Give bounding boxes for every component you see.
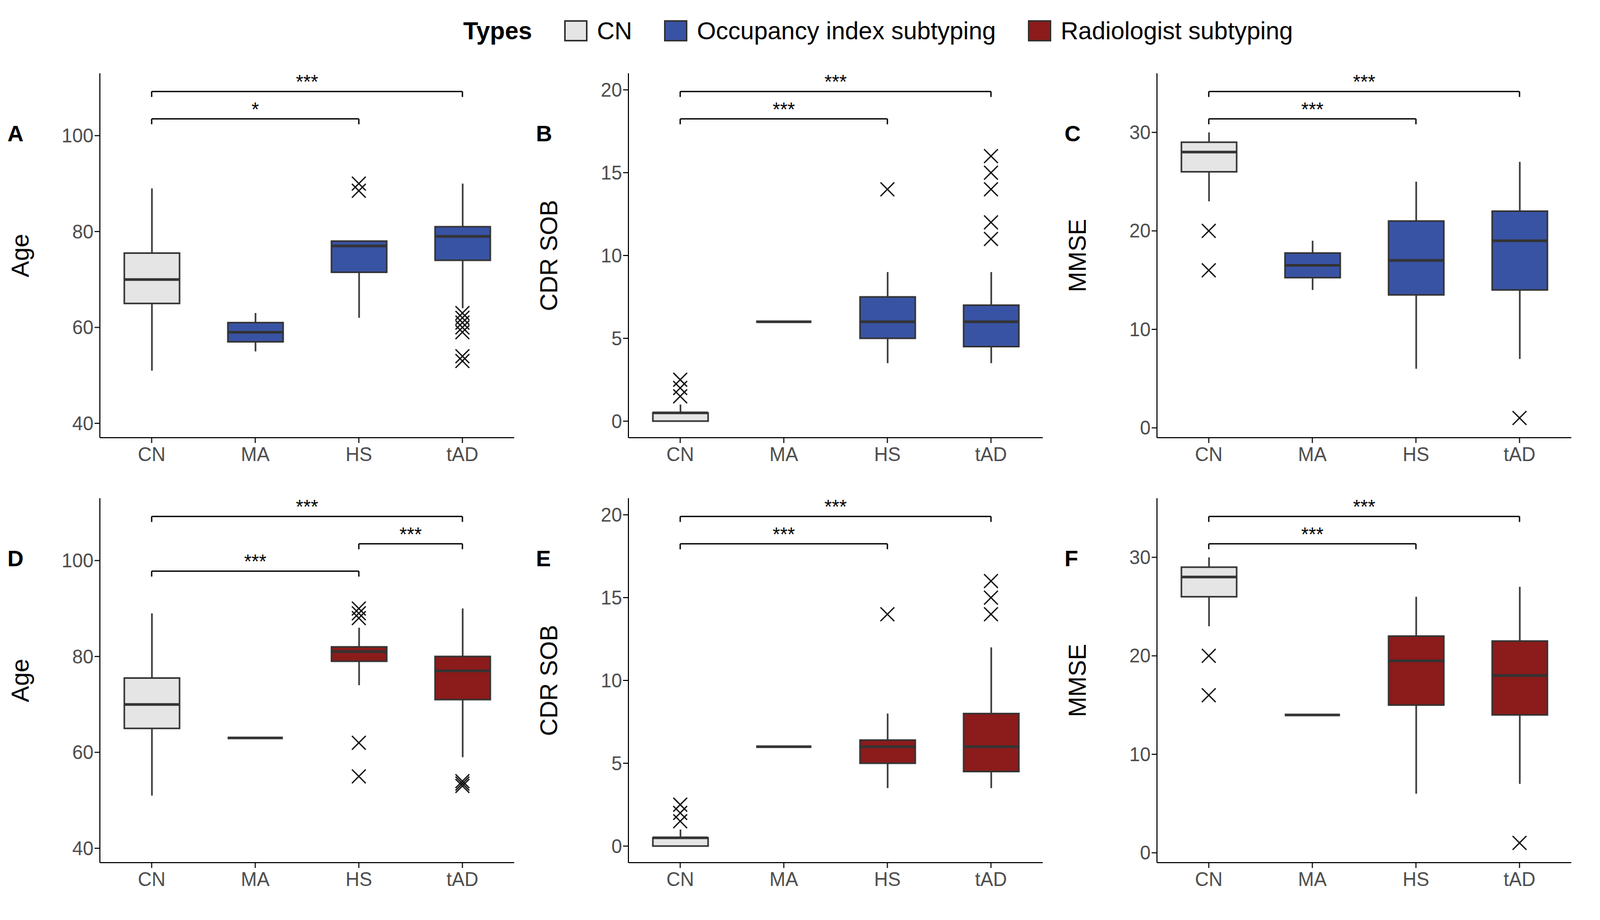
html-text:Occupancy index subtyping: Occupancy index subtyping	[696, 16, 996, 45]
svg-text:CN: CN	[1195, 443, 1223, 466]
svg-text:HS: HS	[1402, 443, 1429, 466]
svg-text:MA: MA	[241, 443, 270, 466]
svg-text:60: 60	[72, 316, 94, 339]
html-text:Radiologist subtyping: Radiologist subtyping	[1060, 16, 1293, 45]
svg-text:HS: HS	[345, 443, 372, 466]
svg-text:80: 80	[72, 220, 94, 243]
svg-text:30: 30	[1129, 121, 1151, 144]
svg-text:CN: CN	[1195, 868, 1223, 891]
html-text:D: D	[7, 546, 24, 572]
svg-text:CN: CN	[666, 868, 695, 891]
svg-text:*: *	[251, 98, 259, 121]
svg-text:***: ***	[772, 98, 795, 121]
svg-text:HS: HS	[345, 868, 372, 891]
svg-text:tAD: tAD	[446, 868, 479, 891]
svg-text:***: ***	[243, 550, 267, 573]
html-text:F: F	[1064, 546, 1079, 572]
svg-text:15: 15	[600, 162, 623, 184]
svg-text:10: 10	[1129, 743, 1151, 766]
svg-text:20: 20	[1129, 644, 1151, 667]
svg-text:MMSE: MMSE	[1063, 218, 1092, 293]
svg-text:5: 5	[611, 327, 623, 350]
svg-text:60: 60	[72, 741, 94, 764]
svg-text:20: 20	[600, 504, 623, 526]
svg-text:5: 5	[611, 752, 623, 775]
svg-text:Age: Age	[6, 658, 34, 703]
svg-text:***: ***	[1300, 98, 1324, 121]
svg-text:***: ***	[295, 71, 319, 93]
svg-text:80: 80	[72, 645, 94, 668]
svg-text:10: 10	[600, 244, 623, 267]
html-text:Types: Types	[463, 16, 533, 45]
svg-text:0: 0	[1139, 841, 1151, 864]
svg-text:***: ***	[1352, 496, 1376, 518]
svg-text:HS: HS	[873, 868, 901, 891]
svg-text:tAD: tAD	[974, 443, 1007, 466]
svg-text:Age: Age	[6, 233, 34, 278]
svg-text:CN: CN	[666, 443, 695, 466]
svg-text:MA: MA	[1298, 443, 1327, 466]
svg-text:100: 100	[61, 549, 94, 572]
html-text:C: C	[1064, 121, 1081, 147]
svg-text:tAD: tAD	[1503, 868, 1536, 891]
svg-text:10: 10	[1129, 318, 1151, 341]
svg-text:MA: MA	[769, 443, 799, 466]
svg-text:CN: CN	[138, 443, 166, 466]
svg-text:tAD: tAD	[446, 443, 479, 466]
svg-text:10: 10	[600, 669, 623, 692]
svg-text:HS: HS	[1402, 868, 1429, 891]
html-text:A: A	[7, 121, 24, 147]
svg-text:tAD: tAD	[1503, 443, 1536, 466]
svg-text:CN: CN	[138, 868, 166, 891]
svg-text:***: ***	[772, 523, 795, 546]
svg-text:0: 0	[1139, 416, 1151, 439]
svg-text:***: ***	[1352, 71, 1376, 93]
svg-text:0: 0	[611, 410, 623, 433]
svg-text:0: 0	[611, 835, 623, 858]
svg-text:***: ***	[824, 71, 847, 93]
svg-text:***: ***	[824, 496, 847, 518]
svg-text:CDR SOB: CDR SOB	[534, 624, 563, 737]
svg-text:tAD: tAD	[974, 868, 1007, 891]
svg-text:30: 30	[1129, 546, 1151, 569]
svg-text:40: 40	[72, 412, 94, 435]
svg-text:MA: MA	[1298, 868, 1327, 891]
svg-text:20: 20	[1129, 219, 1151, 242]
html-text:CN: CN	[596, 16, 633, 45]
svg-text:***: ***	[295, 496, 319, 518]
html-text:B: B	[535, 121, 553, 147]
svg-text:MA: MA	[769, 868, 799, 891]
svg-text:***: ***	[1300, 523, 1324, 546]
svg-text:100: 100	[61, 124, 94, 147]
svg-text:CDR SOB: CDR SOB	[534, 199, 563, 312]
svg-text:HS: HS	[873, 443, 901, 466]
svg-text:MMSE: MMSE	[1063, 643, 1092, 718]
html-text:E: E	[535, 546, 551, 572]
svg-text:MA: MA	[241, 868, 270, 891]
svg-text:15: 15	[600, 586, 623, 609]
svg-text:***: ***	[399, 523, 422, 546]
svg-text:40: 40	[72, 837, 94, 860]
svg-text:20: 20	[600, 79, 623, 101]
